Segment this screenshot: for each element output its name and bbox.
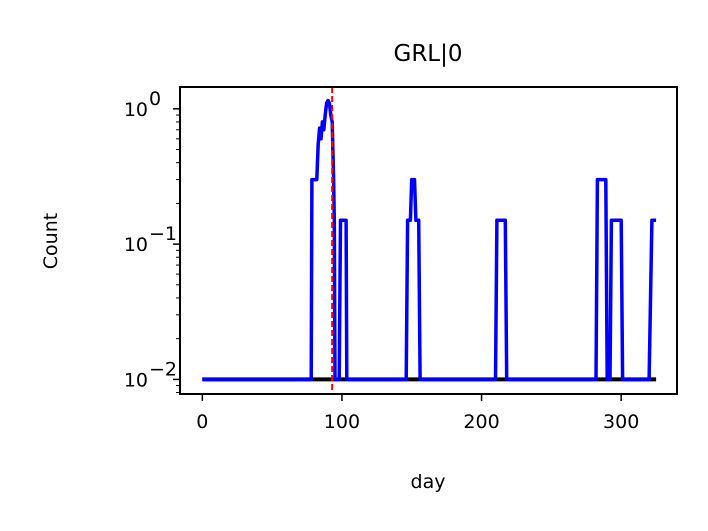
y-tick-exponent: −1	[149, 223, 177, 245]
series-line-1	[202, 98, 657, 382]
y-tick-label: 10	[124, 99, 148, 121]
y-tick-exponent: 0	[149, 88, 161, 110]
plot-frame	[179, 86, 678, 395]
y-tick-exponent: −2	[149, 358, 177, 380]
x-tick-label: 100	[324, 411, 360, 433]
plot-area	[202, 87, 657, 394]
x-tick-label: 0	[196, 411, 208, 433]
y-axis-label: Count	[40, 213, 62, 269]
x-axis-label: day	[411, 471, 446, 493]
x-tick-label: 200	[463, 411, 499, 433]
x-tick-label: 300	[603, 411, 639, 433]
y-tick-label: 10	[124, 234, 148, 256]
y-tick-label: 10	[124, 369, 148, 391]
chart-title: GRL|0	[394, 41, 463, 67]
